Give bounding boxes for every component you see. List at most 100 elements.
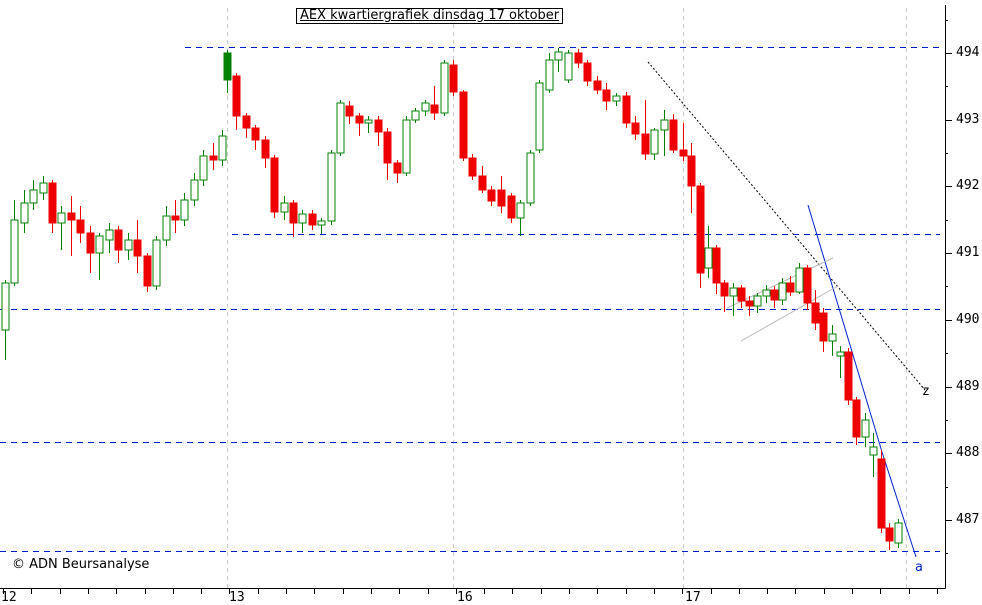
candle-down	[602, 89, 611, 102]
candle-down	[877, 458, 886, 529]
candle-up	[105, 229, 114, 241]
candle-down	[289, 202, 298, 224]
candle-down	[459, 91, 468, 159]
candle-down	[745, 300, 754, 307]
y-axis-label: 487	[956, 512, 980, 527]
candle-up	[20, 202, 29, 224]
candle-up	[440, 62, 449, 114]
trendline-label-a: a	[915, 560, 923, 575]
candle-down	[811, 302, 820, 324]
candle-down	[669, 119, 678, 151]
candle-down	[852, 399, 861, 438]
candle-up	[280, 202, 289, 213]
x-axis-label: 17	[685, 590, 701, 605]
trendline-label-z: z	[922, 384, 930, 399]
candle-down	[687, 155, 696, 187]
candle-down	[345, 105, 354, 117]
candle-up	[612, 95, 621, 102]
resistance-line-z	[647, 61, 926, 391]
candle-down	[478, 175, 487, 191]
candle-up	[869, 446, 878, 456]
candle-up	[317, 220, 326, 226]
candle-down	[507, 195, 516, 219]
candle-down	[497, 189, 506, 207]
candle-down	[133, 239, 142, 257]
candle-down	[641, 133, 650, 155]
candle-down	[885, 527, 894, 542]
candle-down	[251, 127, 260, 141]
candle-down	[374, 119, 383, 133]
candle-down	[67, 212, 76, 221]
candle-down	[114, 229, 123, 251]
y-axis-label: 493	[956, 112, 980, 127]
candle-up	[162, 215, 171, 241]
x-axis-label: 12	[1, 590, 17, 605]
candle-up	[180, 199, 189, 221]
x-axis-label: 13	[229, 590, 245, 605]
candle-down	[383, 131, 392, 164]
candle-up	[364, 119, 373, 124]
candle-up	[545, 59, 554, 91]
candle-down	[261, 139, 270, 159]
candle-up	[124, 239, 133, 251]
x-axis-label: 16	[457, 590, 473, 605]
candle-down	[143, 255, 152, 287]
candle-down	[308, 213, 317, 226]
y-axis-label: 494	[956, 45, 980, 60]
candle-up	[828, 333, 837, 342]
y-axis-label: 489	[956, 379, 980, 394]
candle-up	[190, 179, 199, 201]
candle-up	[152, 239, 161, 287]
candle-down	[449, 64, 458, 93]
candle-up	[402, 119, 411, 174]
candle-down	[770, 289, 779, 301]
candle-up	[1, 282, 10, 331]
candle-up	[95, 235, 104, 254]
candle-up	[836, 351, 845, 357]
candle-down	[622, 95, 631, 124]
candle-up	[564, 52, 573, 81]
candle-down	[696, 185, 705, 274]
candle-up	[762, 289, 771, 297]
candle-down	[583, 62, 592, 82]
candle-up	[336, 102, 345, 154]
candle-down	[209, 155, 218, 161]
candle-down	[468, 157, 477, 177]
candle-up	[535, 82, 544, 151]
candle-up	[554, 51, 563, 61]
candle-down	[786, 282, 795, 293]
candle-up	[894, 522, 903, 544]
candle-down	[712, 247, 721, 284]
candle-up	[411, 110, 420, 121]
y-axis-label: 488	[956, 445, 980, 460]
candle-up	[526, 152, 535, 204]
chart-title: AEX kwartiergrafiek dinsdag 17 oktober	[296, 8, 564, 24]
candle-down	[574, 52, 583, 64]
copyright: © ADN Beursanalyse	[12, 557, 150, 572]
candle-up	[795, 267, 804, 293]
candle-down	[232, 75, 241, 117]
candle-up	[650, 129, 659, 155]
y-axis-label: 490	[956, 312, 980, 327]
candle-up	[516, 202, 525, 219]
candle-up	[223, 52, 232, 81]
candle-up	[421, 102, 430, 112]
candle-down	[844, 351, 853, 401]
candle-up	[298, 213, 307, 224]
candle-down	[819, 312, 828, 342]
candle-down	[631, 122, 640, 135]
candle-down	[593, 80, 602, 91]
candle-down	[76, 219, 85, 234]
candle-up	[704, 247, 713, 269]
candle-up	[199, 155, 208, 181]
candle-up	[39, 182, 48, 194]
candle-down	[48, 182, 57, 224]
candle-down	[393, 162, 402, 174]
candle-down	[430, 104, 439, 114]
candle-up	[10, 219, 19, 284]
candle-up	[29, 189, 38, 204]
candle-up	[327, 152, 336, 222]
candle-down	[270, 157, 279, 213]
